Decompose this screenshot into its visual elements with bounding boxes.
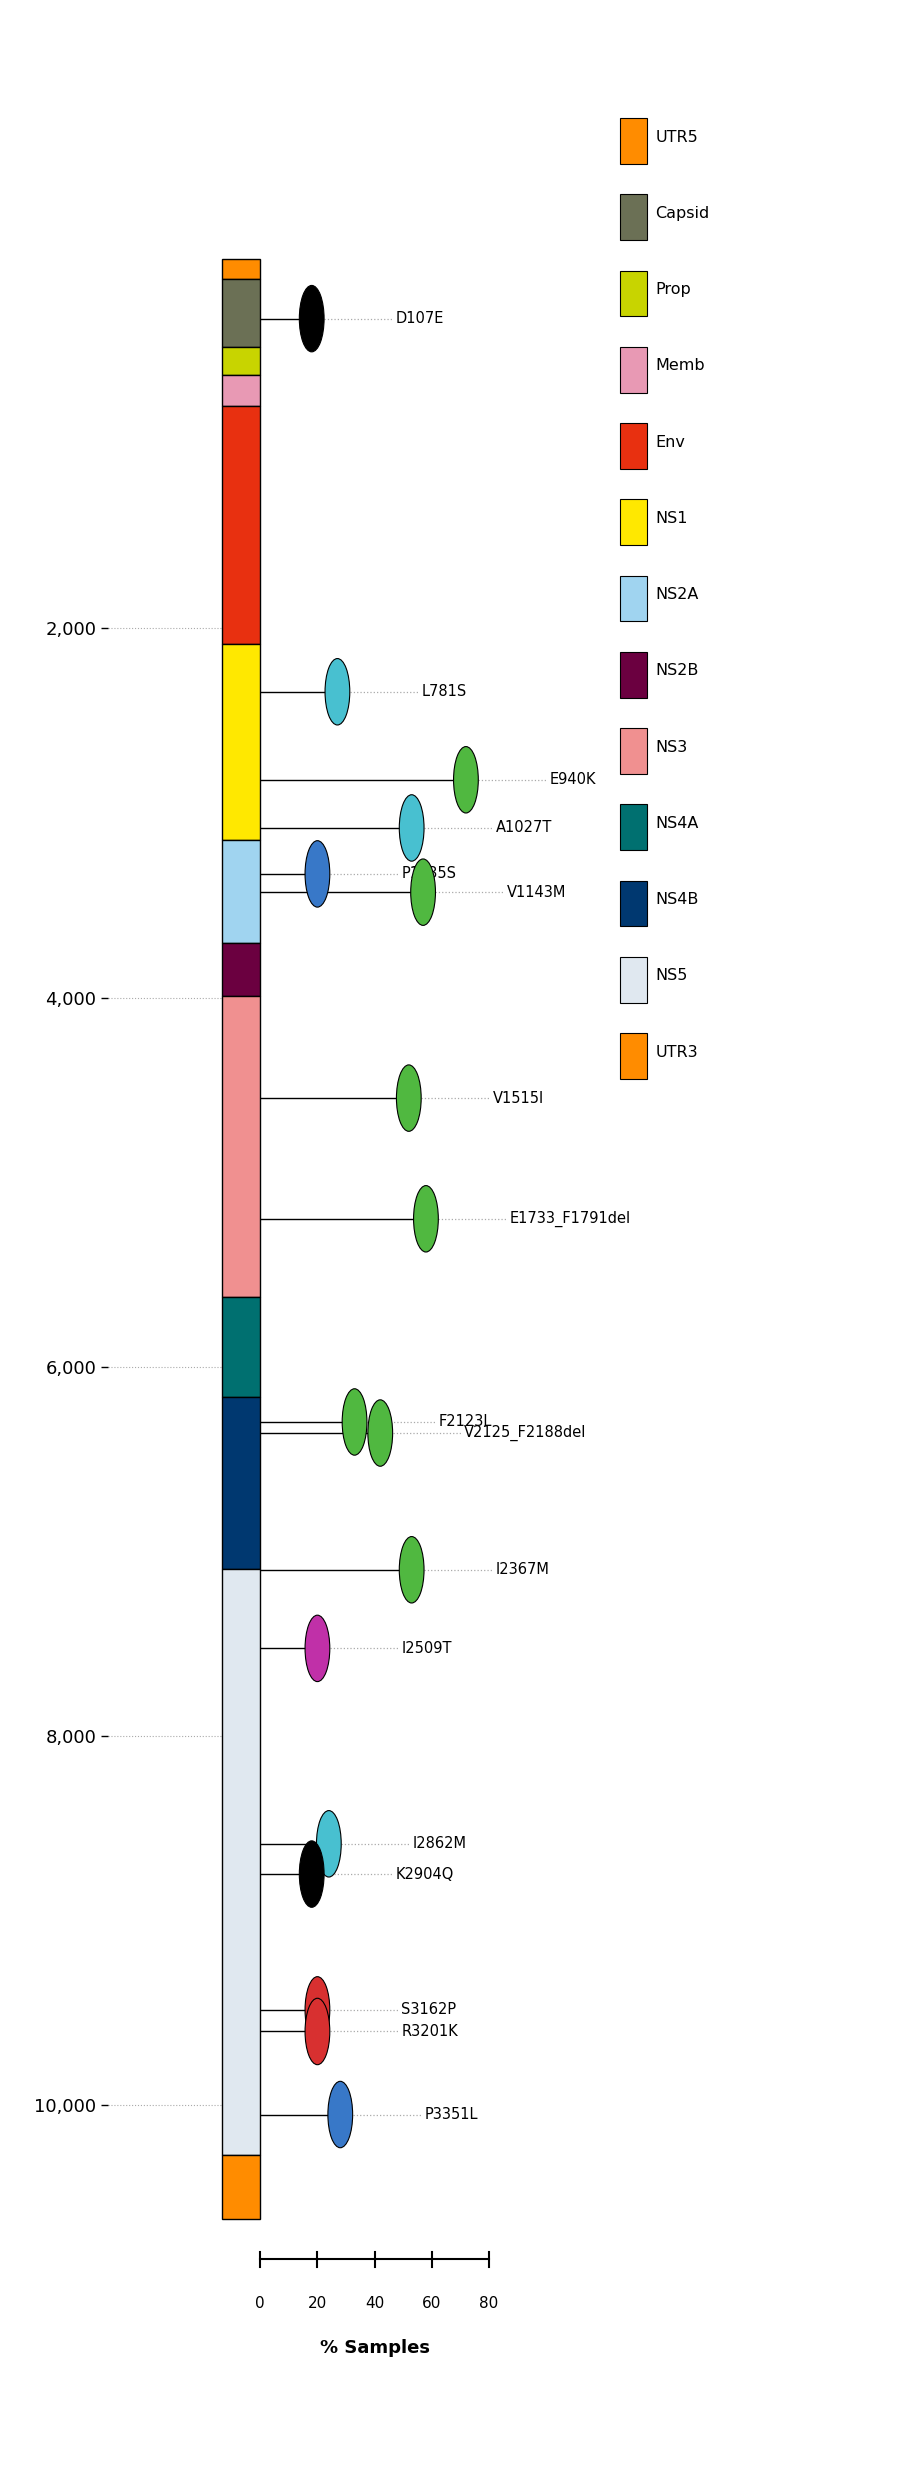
Bar (620, 347, 647, 392)
Bar (620, 575, 647, 622)
Text: NS2A: NS2A (655, 587, 698, 602)
Bar (620, 270, 647, 317)
Bar (620, 424, 647, 468)
Text: NS5: NS5 (655, 969, 688, 984)
Bar (222, 347, 260, 374)
Text: NS3: NS3 (655, 741, 688, 756)
Bar (620, 652, 647, 699)
Text: UTR5: UTR5 (655, 129, 698, 144)
Bar (222, 2156, 260, 2218)
Bar (620, 193, 647, 240)
Bar (620, 729, 647, 773)
Text: Prop: Prop (655, 282, 691, 297)
Ellipse shape (400, 1536, 424, 1603)
Ellipse shape (300, 285, 324, 352)
Text: 60: 60 (422, 2297, 441, 2312)
Text: I2367M: I2367M (496, 1561, 550, 1578)
Text: K2904Q: K2904Q (396, 1866, 454, 1881)
Bar (620, 119, 647, 164)
Text: P3351L: P3351L (424, 2106, 478, 2121)
Bar (222, 260, 260, 280)
Bar (222, 1398, 260, 1569)
Ellipse shape (305, 1616, 329, 1683)
Text: D107E: D107E (396, 312, 444, 327)
Text: F2123L: F2123L (438, 1415, 492, 1430)
Text: R3201K: R3201K (401, 2025, 458, 2039)
Text: E1733_F1791del: E1733_F1791del (510, 1212, 631, 1227)
Ellipse shape (400, 795, 424, 862)
Ellipse shape (317, 1811, 341, 1876)
Text: NS1: NS1 (655, 510, 688, 525)
Bar (222, 840, 260, 944)
Bar (620, 957, 647, 1004)
Text: E940K: E940K (550, 773, 597, 788)
Ellipse shape (410, 860, 436, 924)
Bar (222, 406, 260, 644)
Bar (222, 374, 260, 406)
Text: 20: 20 (308, 2297, 327, 2312)
Text: NS4A: NS4A (655, 815, 698, 830)
Text: UTR3: UTR3 (655, 1046, 698, 1061)
Text: 0: 0 (256, 2297, 266, 2312)
Ellipse shape (342, 1388, 367, 1455)
Ellipse shape (325, 659, 350, 726)
Ellipse shape (368, 1400, 392, 1467)
Text: L781S: L781S (421, 684, 466, 699)
Ellipse shape (305, 840, 329, 907)
Text: Env: Env (655, 434, 685, 449)
Text: V1143M: V1143M (507, 885, 566, 900)
Text: I2862M: I2862M (413, 1836, 467, 1851)
Text: V2125_F2188del: V2125_F2188del (464, 1425, 587, 1442)
Bar (222, 996, 260, 1296)
Bar (222, 944, 260, 996)
Text: I2509T: I2509T (401, 1640, 452, 1655)
Text: 80: 80 (479, 2297, 499, 2312)
Text: P1135S: P1135S (401, 867, 456, 882)
Ellipse shape (305, 1997, 329, 2064)
Bar (620, 1033, 647, 1078)
Text: V1515I: V1515I (493, 1090, 544, 1105)
Bar (620, 805, 647, 850)
Bar (222, 280, 260, 347)
Bar (222, 1296, 260, 1398)
Bar (620, 501, 647, 545)
Ellipse shape (328, 2082, 353, 2148)
Ellipse shape (414, 1184, 438, 1251)
Text: 40: 40 (364, 2297, 384, 2312)
Ellipse shape (396, 1066, 421, 1132)
Ellipse shape (305, 1977, 329, 2042)
Text: S3162P: S3162P (401, 2002, 456, 2017)
Text: Memb: Memb (655, 359, 705, 374)
Bar (222, 1569, 260, 2156)
Bar (620, 880, 647, 927)
Text: NS4B: NS4B (655, 892, 698, 907)
Text: NS2B: NS2B (655, 664, 698, 679)
Text: A1027T: A1027T (496, 820, 552, 835)
Text: Capsid: Capsid (655, 206, 709, 221)
Text: % Samples: % Samples (320, 2339, 429, 2357)
Ellipse shape (300, 1841, 324, 1908)
Bar (222, 644, 260, 840)
Ellipse shape (454, 746, 478, 813)
